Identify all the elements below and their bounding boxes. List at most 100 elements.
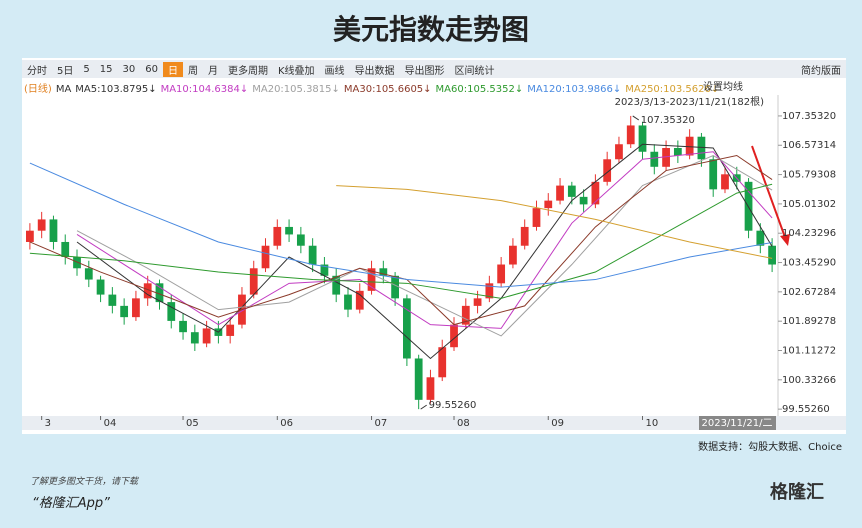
candle-body [26, 230, 34, 242]
toolbar-item[interactable]: 导出图形 [404, 65, 445, 77]
toolbar-item[interactable]: 5 [83, 63, 90, 75]
x-tick-label: 09 [551, 418, 564, 429]
candle-body [403, 298, 411, 359]
toolbar-item[interactable]: 月 [207, 65, 218, 77]
candle-body [344, 294, 352, 310]
candle-body [497, 264, 506, 284]
candle-body [296, 234, 305, 246]
candle-body [261, 245, 270, 269]
last-date: 2023/11/21/二 [701, 418, 772, 429]
candle-body [84, 268, 93, 280]
candle-body [520, 226, 529, 246]
settings-label[interactable]: 设置均线 [703, 80, 743, 93]
candle-body [226, 324, 235, 336]
annotation: 107.35320 [641, 115, 695, 126]
candle-body [438, 347, 447, 378]
toolbar-item[interactable]: 更多周期 [227, 65, 268, 77]
candle-body [167, 302, 176, 321]
ma-label: MA [55, 84, 72, 95]
toolbar-item[interactable]: 区间统计 [454, 65, 495, 77]
y-tick-label: 102.67284 [782, 287, 836, 298]
toolbar-item[interactable]: 5日 [57, 65, 74, 77]
annotation-pointer [420, 404, 427, 410]
candle-body [37, 219, 46, 231]
candle-body [567, 185, 576, 197]
candle-body [768, 245, 776, 265]
annotation-pointer [632, 115, 640, 121]
candle-body [450, 324, 458, 348]
y-tick-label: 104.23296 [782, 228, 836, 239]
annotation: 99.55260 [429, 400, 477, 411]
legend: (日线) MA MA5:103.8795↓ MA10:104.6384↓ MA20:10… [24, 80, 723, 95]
candle-body [544, 200, 553, 209]
toolbar-item[interactable]: 导出数据 [354, 65, 395, 77]
candle-body [532, 208, 541, 227]
candle-body [273, 226, 282, 246]
x-tick-label: 04 [104, 418, 117, 429]
candle-body [638, 125, 647, 152]
x-axis-bar [22, 416, 846, 430]
toolbar-item[interactable]: 15 [99, 63, 113, 75]
ma-line [29, 154, 773, 326]
toolbar-item[interactable]: K线叠加 [277, 65, 315, 77]
candle-body [73, 257, 81, 269]
x-tick-label: 10 [646, 418, 659, 429]
toolbar-item[interactable]: 画线 [324, 65, 345, 77]
toolbar-item[interactable]: 简约版面 [801, 65, 841, 77]
candle-body [285, 226, 293, 235]
candle-body [615, 144, 623, 160]
legend-item: MA5:103.8795↓ [75, 84, 157, 95]
candle-body [426, 377, 435, 400]
ma-line [76, 151, 773, 329]
legend-item: MA120:103.9866↓ [527, 84, 622, 95]
candle-body [96, 279, 105, 295]
toolbar: 分时 5日 5 15 30 60 日周月更多周期 K线叠加 画线 导出数据 导出图形 区间统计 简约版面 [22, 60, 846, 78]
logo: 格隆汇 [770, 482, 824, 503]
candle-body [721, 174, 729, 190]
candle-body [709, 159, 718, 190]
toolbar-item[interactable]: 30 [122, 63, 136, 75]
y-tick-label: 103.45290 [782, 258, 836, 269]
candle-body [108, 294, 117, 306]
legend-item: MA10:104.6384↓ [160, 84, 249, 95]
toolbar-item[interactable]: 日 [162, 61, 183, 77]
candle-body [673, 147, 682, 156]
candle-body [355, 290, 364, 310]
candle-body [367, 268, 376, 291]
title: 美元指数走势图 [332, 13, 529, 46]
candle-body [49, 219, 58, 242]
candle-body [320, 264, 329, 276]
trend-arrow [751, 145, 787, 241]
toolbar-item[interactable]: 60 [145, 63, 158, 75]
toolbar-item[interactable]: 分时 [27, 65, 47, 77]
candle-body [473, 298, 482, 306]
period-label: (日线) [24, 84, 52, 95]
y-tick-label: 107.35320 [782, 111, 836, 122]
trend-arrow-head [780, 234, 790, 246]
y-tick-label: 100.33266 [782, 375, 836, 386]
footer-app: “格隆汇App” [32, 496, 110, 511]
candle-body [391, 275, 399, 299]
candle-body [379, 268, 388, 276]
candle-body [603, 159, 612, 182]
range-label: 2023/3/13-2023/11/21(182根) [615, 95, 765, 108]
candle-body [626, 125, 635, 145]
candle-body [662, 147, 670, 167]
legend-item: MA20:105.3815↓ [252, 84, 340, 95]
x-tick-label: 08 [457, 418, 470, 429]
candle-body [591, 181, 600, 205]
candle-body [556, 185, 564, 201]
y-tick-label: 106.57314 [782, 140, 836, 151]
candle-body [249, 268, 258, 295]
candle-body [308, 245, 317, 265]
y-tick-label: 101.89278 [782, 316, 836, 327]
ma-line [29, 162, 773, 288]
y-tick-label: 105.01302 [782, 199, 836, 210]
toolbar-item[interactable]: 周 [187, 65, 198, 77]
source: 数据支持：勾股大数据、Choice [698, 440, 842, 453]
footer-text: 了解更多图文干货，请下载 [30, 477, 139, 487]
candle-body [143, 283, 152, 299]
x-tick-label: 05 [186, 418, 199, 429]
